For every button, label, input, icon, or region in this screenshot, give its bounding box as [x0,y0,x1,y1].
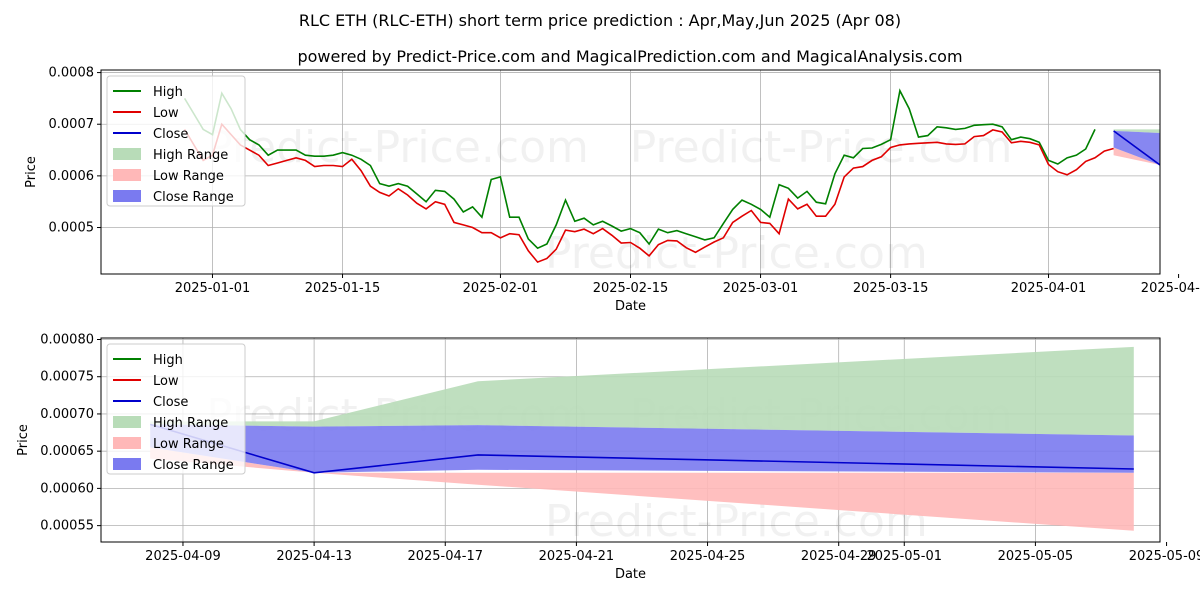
legend-entry: Close Range [153,190,234,205]
legend-box [106,343,246,475]
y-tick-label: 0.0007 [49,117,95,132]
legend-entry: High Range [153,416,228,431]
plot-frame [100,337,1161,543]
y-tick-label: 0.00080 [40,332,94,347]
y-axis-label: Price [24,156,39,188]
high-line [183,88,1096,250]
x-tick-label: 2025-04-29 [801,549,877,564]
x-tick-label: 2025-04-13 [276,549,352,564]
legend-swatch-patch [113,416,141,428]
legend: High Low Close High Range Low Range Close Ran… [106,75,246,207]
plot-area: Predict-Price.comPredict-Price.comPredic… [149,346,1134,542]
y-tick-label: 0.00070 [40,407,94,422]
close-range-band [150,424,1134,473]
legend-box [106,75,246,207]
legend: High Low Close High Range Low Range Close Ran… [106,343,246,475]
x-axis-label: Date [615,567,646,582]
x-axis-label: Date [615,299,646,314]
y-tick-label: 0.00065 [40,444,94,459]
legend-swatch-patch [113,458,141,470]
legend-entry: Low [153,106,179,121]
y-tick-label: 0.0008 [49,66,95,81]
x-tick-label: 2025-05-09 [1129,549,1200,564]
watermark-text: Predict-Price.com [545,228,928,279]
watermark-text: Predict-Price.com [630,122,1013,173]
legend-swatch-patch [113,190,141,202]
legend-entry: High [153,353,183,368]
legend-entry: High Range [153,148,228,163]
x-tick-label: 2025-04-17 [407,549,483,564]
x-tick-label: 2025-04-25 [670,549,746,564]
low-line [183,122,1114,264]
x-tick-label: 2025-01-15 [305,281,381,296]
y-tick-label: 0.00055 [40,519,94,534]
y-tick-label: 0.0006 [49,169,95,184]
y-axis-label: Price [16,424,31,456]
x-tick-label: 2025-02-15 [593,281,669,296]
x-tick-label: 2025-03-01 [723,281,799,296]
x-tick-label: 2025-01-01 [175,281,251,296]
low-range-band [1113,147,1160,165]
top-panel: Predict-Price.com Predict-Price.com Predic… [24,66,1200,314]
x-tick-label: 2025-02-01 [463,281,539,296]
legend-entry: Low Range [153,437,224,452]
x-tick-label: 2025-04-15 [1141,281,1200,296]
watermark-text: Predict-Price.com [206,122,589,173]
high-range-band [1113,129,1160,133]
low-range-band [150,447,1134,531]
y-tick-label: 0.00075 [40,370,94,385]
x-tick-label: 2025-04-09 [145,549,221,564]
close-range-band [1113,130,1160,165]
legend-swatch-patch [113,437,141,449]
chart-subtitle: powered by Predict-Price.com and Magical… [297,47,962,66]
legend-swatch-patch [113,169,141,181]
x-tick-label: 2025-04-21 [539,549,615,564]
plot-area: Predict-Price.com Predict-Price.com Predic… [183,88,1160,279]
x-tick-label: 2025-03-15 [853,281,929,296]
x-tick-label: 2025-05-01 [866,549,942,564]
legend-entry: High [153,85,183,100]
legend-entry: Close [153,395,188,410]
x-tick-label: 2025-04-01 [1011,281,1087,296]
legend-swatch-patch [113,148,141,160]
bottom-panel: Predict-Price.comPredict-Price.comPredic… [16,332,1200,582]
chart-title: RLC ETH (RLC-ETH) short term price predi… [299,11,901,30]
close-forecast-line [1113,130,1160,166]
legend-entry: Close [153,127,188,142]
high-range-band [150,346,1134,436]
legend-entry: Close Range [153,458,234,473]
y-tick-label: 0.00060 [40,481,94,496]
x-tick-label: 2025-05-05 [998,549,1074,564]
legend-entry: Low [153,374,179,389]
y-tick-label: 0.0005 [49,221,95,236]
legend-entry: Low Range [153,169,224,184]
